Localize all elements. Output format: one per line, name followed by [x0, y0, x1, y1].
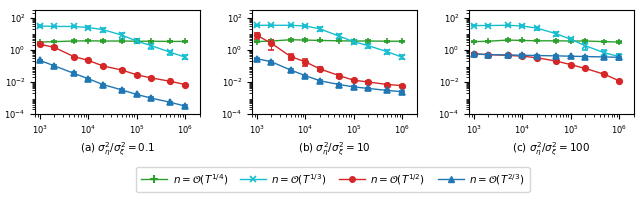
X-axis label: (b) $\sigma_\eta^2/\sigma_\xi^2 = 10$: (b) $\sigma_\eta^2/\sigma_\xi^2 = 10$ [298, 140, 371, 158]
X-axis label: (c) $\sigma_\eta^2/\sigma_\xi^2 = 100$: (c) $\sigma_\eta^2/\sigma_\xi^2 = 100$ [512, 140, 591, 158]
Legend: $n = \mathcal{O}(T^{1/4})$, $n = \mathcal{O}(T^{1/3})$, $n = \mathcal{O}(T^{1/2}: $n = \mathcal{O}(T^{1/4})$, $n = \mathca… [136, 167, 529, 192]
X-axis label: (a) $\sigma_\eta^2/\sigma_\xi^2 = 0.1$: (a) $\sigma_\eta^2/\sigma_\xi^2 = 0.1$ [79, 140, 155, 158]
